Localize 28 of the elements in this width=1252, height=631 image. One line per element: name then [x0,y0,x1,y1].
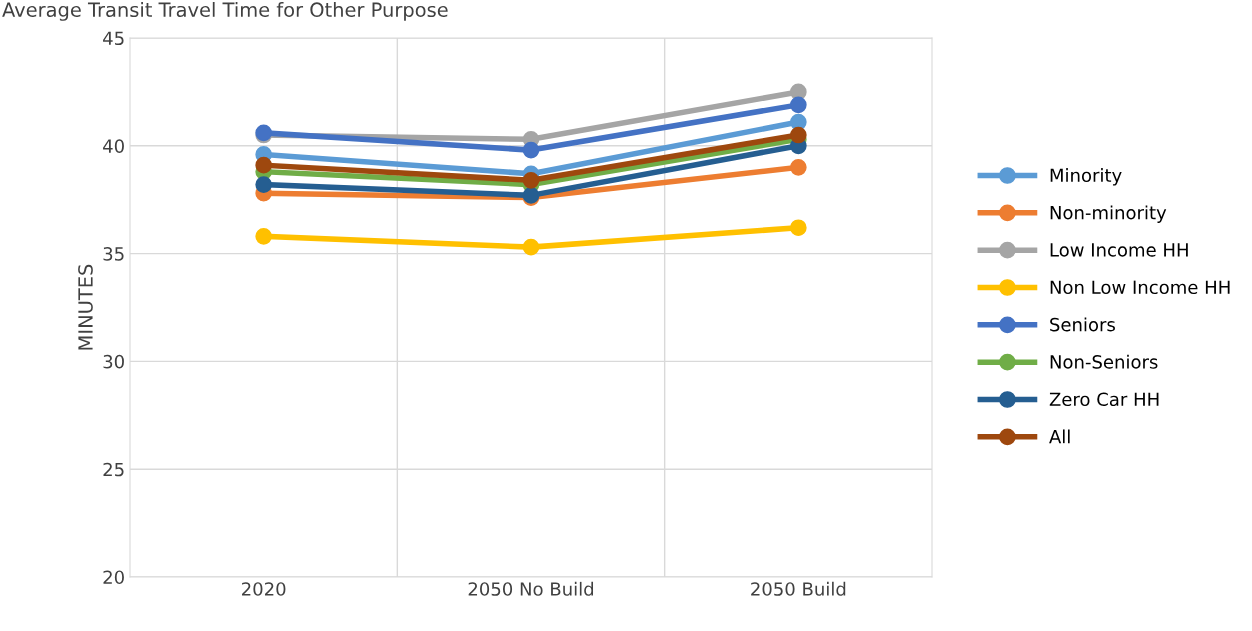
legend-label: Seniors [1050,317,1115,332]
x-tick-label: 2020 [242,582,286,596]
legend-label: All [1049,429,1070,444]
point [789,219,807,237]
legend-label: Low Income HH [1050,243,1188,257]
legend-label: Non-Seniors [1050,354,1158,369]
x-tick-label: 2050 No Build [468,581,594,596]
legend-label: Zero Car HH [1049,392,1159,407]
x-tick-label: 2050 Build [751,581,846,596]
point [522,238,540,256]
chart-title: Average Transit Travel Time for Other Purpose [2,2,448,21]
point [789,159,807,176]
legend-label: Non-minority [1050,205,1167,223]
y-tick-label: 30 [103,354,124,369]
y-axis-title: MINUTES [78,264,93,350]
point [255,228,273,245]
point [789,126,807,144]
y-tick-label: 25 [103,462,124,477]
legend-label: Non Low Income HH [1050,280,1230,295]
y-tick-label: 40 [103,139,124,153]
legend-label: Minority [1050,168,1122,186]
point [255,156,273,174]
point [789,96,807,114]
y-tick-label: 20 [103,570,124,585]
y-tick-label: 45 [103,31,124,46]
y-tick-label: 35 [103,247,124,261]
point [255,176,273,193]
point [522,141,540,159]
